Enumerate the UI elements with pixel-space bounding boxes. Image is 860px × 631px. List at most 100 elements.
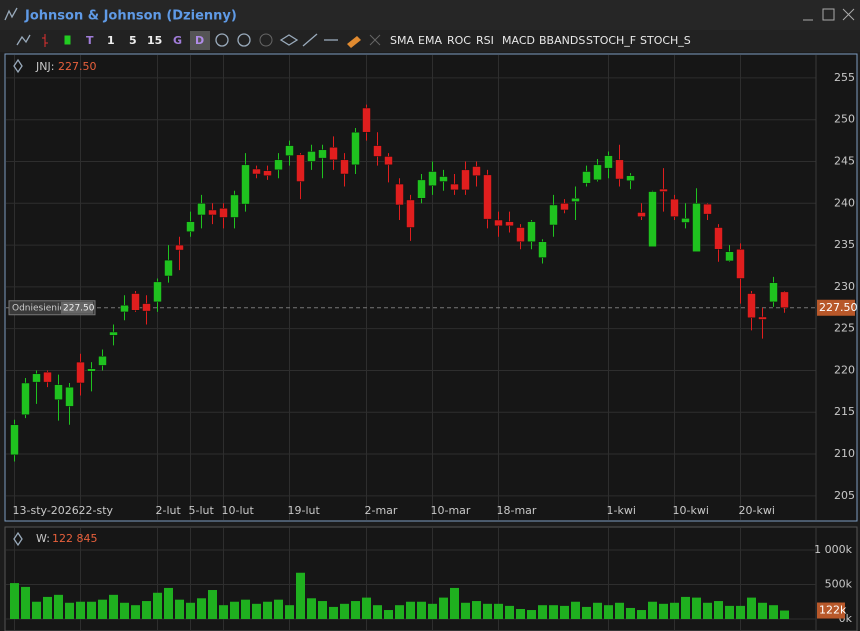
layers-button[interactable]: [279, 34, 299, 46]
toolbar-button[interactable]: 5: [129, 34, 137, 47]
candle-body: [32, 373, 41, 383]
candle-body: [725, 251, 734, 262]
volume-bar: [362, 597, 371, 619]
y-tick-label: 225: [834, 322, 855, 335]
candle-body: [527, 221, 536, 242]
volume-bar: [351, 601, 360, 619]
candle-body: [21, 382, 30, 415]
volume-tick-label: 1 000k: [814, 543, 852, 556]
candle-body: [483, 174, 492, 220]
volume-bar: [406, 601, 415, 619]
toolbar-button[interactable]: RSI: [476, 34, 494, 47]
volume-bar: [98, 599, 107, 619]
pane-handle[interactable]: [13, 58, 23, 74]
bar-chart-button[interactable]: [42, 34, 48, 47]
window-buttons[interactable]: [803, 8, 855, 21]
toolbar-button[interactable]: SMA: [390, 34, 414, 47]
trend-line-button[interactable]: [302, 33, 318, 47]
candle-body: [252, 168, 261, 175]
candle-body: [615, 159, 624, 180]
reset-zoom-button[interactable]: [259, 33, 273, 47]
candle-body: [43, 371, 52, 383]
toolbar-button[interactable]: STOCH_F: [586, 34, 636, 47]
volume-badge-label: 122k: [819, 604, 847, 617]
toolbar-button[interactable]: T: [86, 34, 94, 47]
toolbar-button[interactable]: 15: [147, 34, 162, 47]
toolbar-button[interactable]: STOCH_S: [640, 34, 691, 47]
x-tick-label: 1-kwi: [607, 504, 636, 517]
candle-body: [428, 171, 437, 186]
candle-body: [153, 281, 162, 303]
x-tick-label: 19-lut: [288, 504, 321, 517]
volume-bar: [593, 602, 602, 619]
draw-button[interactable]: [347, 36, 361, 48]
volume-bar: [384, 610, 393, 619]
volume-bar: [725, 605, 734, 619]
maximize-button[interactable]: [822, 8, 835, 21]
candle-body: [714, 227, 723, 250]
candle-body: [626, 175, 635, 181]
candle-body: [560, 203, 569, 211]
candle-body: [692, 203, 701, 253]
candle-body: [461, 169, 470, 191]
volume-bar: [758, 602, 767, 619]
volume-bar: [329, 606, 338, 619]
candle-body: [571, 198, 580, 202]
selected-button-bg: [190, 31, 210, 50]
candle-body: [703, 203, 712, 215]
volume-bar: [780, 610, 789, 619]
candle-body: [472, 166, 481, 176]
candle-body: [307, 151, 316, 162]
toolbar-button[interactable]: MACD: [502, 34, 535, 47]
x-tick-label: 2-mar: [365, 504, 398, 517]
line-chart-button[interactable]: [16, 34, 31, 46]
volume-bar: [164, 587, 173, 619]
candle-body: [164, 259, 173, 277]
x-tick-label: 10-lut: [222, 504, 255, 517]
y-tick-label: 230: [834, 280, 855, 293]
toolbar-button[interactable]: BBANDS: [539, 34, 585, 47]
candle-body: [87, 368, 96, 372]
y-tick-label: 245: [834, 154, 855, 167]
candle-body: [637, 212, 646, 217]
volume-bar: [417, 601, 426, 619]
toolbar-button[interactable]: ROC: [447, 34, 471, 47]
candle-body: [351, 131, 360, 166]
candle-body: [670, 198, 679, 217]
candle-body: [318, 149, 327, 159]
x-tick-label: 20-kwi: [739, 504, 775, 517]
toolbar-button[interactable]: 1: [107, 34, 115, 47]
volume-bar: [32, 601, 41, 619]
candle-body: [417, 179, 426, 199]
candle-body: [109, 331, 118, 336]
toolbar-button[interactable]: G: [173, 34, 182, 47]
volume-bar: [296, 572, 305, 619]
zoom-in-button[interactable]: [215, 33, 229, 47]
zoom-out-button[interactable]: [237, 33, 251, 47]
candle-body: [54, 384, 63, 400]
candle-body: [582, 171, 591, 184]
toolbar-button[interactable]: EMA: [418, 34, 442, 47]
volume-bar: [43, 596, 52, 619]
volume-bar: [461, 602, 470, 619]
y-tick-label: 250: [834, 113, 855, 126]
volume-bar: [450, 587, 459, 619]
volume-bar: [395, 605, 404, 619]
clear-drawings-button[interactable]: [369, 34, 381, 46]
y-tick-label: 240: [834, 196, 855, 209]
volume-tick-label: 500k: [825, 577, 853, 590]
volume-badge: [817, 602, 845, 619]
volume-bar: [153, 592, 162, 619]
volume-bar: [175, 599, 184, 619]
volume-bar: [747, 597, 756, 619]
candle-body: [131, 293, 140, 311]
candle-body: [340, 159, 349, 175]
candle-chart-button[interactable]: [64, 35, 71, 45]
window-title: Johnson & Johnson (Dzienny): [24, 9, 237, 24]
volume-bar: [692, 597, 701, 619]
volume-pane-handle[interactable]: [13, 531, 23, 547]
volume-bar: [582, 606, 591, 619]
volume-value: 122 845: [52, 532, 98, 545]
close-button[interactable]: [842, 8, 855, 21]
toolbar-button[interactable]: D: [195, 34, 204, 47]
